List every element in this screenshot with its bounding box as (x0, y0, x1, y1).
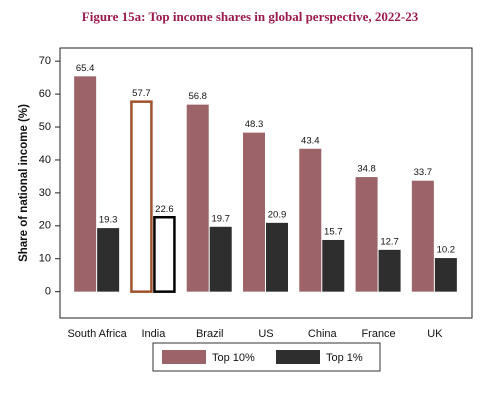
y-tick-label: 70 (39, 55, 51, 67)
bar (153, 215, 176, 293)
bar (74, 76, 97, 292)
y-tick-label: 30 (39, 187, 51, 199)
value-label: 33.7 (414, 167, 433, 178)
value-label: 19.3 (99, 215, 118, 226)
legend-swatch (162, 350, 206, 364)
value-label: 43.4 (301, 135, 320, 146)
x-tick-label: Brazil (196, 328, 224, 340)
value-label: 19.7 (211, 213, 230, 224)
bar (97, 228, 120, 292)
bar (266, 222, 288, 292)
bar (378, 249, 401, 292)
y-tick-label: 20 (39, 220, 51, 232)
y-tick-label: 0 (45, 286, 51, 298)
bar (209, 226, 232, 292)
bar (434, 258, 457, 292)
x-tick-label: France (361, 328, 395, 340)
legend-label: Top 1% (326, 352, 363, 364)
bar (130, 100, 153, 293)
x-tick-label: US (258, 328, 273, 340)
y-tick-label: 50 (39, 121, 51, 133)
value-label: 48.3 (245, 119, 264, 130)
value-label: 12.7 (380, 236, 399, 247)
bar (322, 239, 345, 292)
bar (186, 104, 209, 292)
value-label: 34.8 (357, 164, 376, 175)
x-tick-label: South Africa (67, 328, 127, 340)
y-tick-label: 10 (39, 253, 51, 265)
legend-box (152, 342, 381, 372)
bar (299, 148, 322, 292)
plot-frame (59, 47, 473, 319)
value-label: 10.2 (437, 245, 456, 256)
y-axis-label: Share of national income (%) (18, 104, 30, 262)
value-label: 65.4 (76, 63, 95, 74)
value-label: 20.9 (268, 209, 287, 220)
x-tick-label: India (141, 328, 166, 340)
value-label: 15.7 (324, 226, 343, 237)
legend-swatch (276, 350, 320, 364)
y-tick-label: 60 (39, 88, 51, 100)
y-tick-label: 40 (39, 154, 51, 166)
value-label: 56.8 (188, 91, 207, 102)
value-label: 22.6 (155, 204, 174, 215)
legend-label: Top 10% (212, 352, 255, 364)
chart-title: Figure 15a: Top income shares in global … (82, 9, 419, 24)
x-tick-label: UK (427, 328, 443, 340)
bar (411, 180, 434, 292)
value-label: 57.7 (132, 88, 151, 99)
bar (243, 132, 265, 292)
bar (355, 177, 378, 292)
x-tick-label: China (308, 328, 338, 340)
